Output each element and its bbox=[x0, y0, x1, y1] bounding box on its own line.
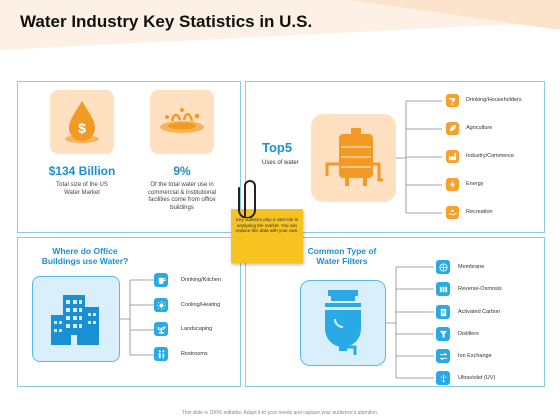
recreation-icon bbox=[448, 209, 457, 216]
cup-icon bbox=[158, 277, 166, 284]
office-item-landscaping-icon bbox=[154, 322, 168, 336]
filter-item-distillers: Distillers bbox=[458, 331, 479, 337]
filter-item-distillers-icon bbox=[436, 327, 450, 341]
buildings-tile bbox=[32, 276, 120, 362]
top5-item-recreation-icon bbox=[446, 206, 459, 219]
top5-item-agriculture-icon bbox=[446, 122, 459, 135]
exchange-icon bbox=[439, 352, 447, 360]
office-item-restrooms: Restrooms bbox=[181, 351, 208, 357]
footer-note: This slide is 100% editable. Adapt it to… bbox=[181, 410, 379, 416]
carbon-icon bbox=[440, 308, 446, 316]
buildings-icon bbox=[51, 295, 99, 345]
filter-item-ion-icon bbox=[436, 349, 450, 363]
stat-tile-office bbox=[150, 90, 214, 154]
filter-item-ion: Ion Exchange bbox=[458, 353, 492, 359]
office-heading: Where do Office Buildings use Water? bbox=[41, 246, 129, 266]
stat-tile-market: $ bbox=[50, 90, 114, 154]
page-title: Water Industry Key Statistics in U.S. bbox=[20, 12, 313, 31]
office-item-cooling-icon bbox=[154, 298, 168, 312]
top5-item-industry: Industry/Commerce bbox=[466, 153, 514, 159]
top5-item-recreation: Recreation bbox=[466, 209, 493, 215]
filter-item-osmosis-icon bbox=[436, 282, 450, 296]
top5-heading: Top5 bbox=[262, 140, 293, 155]
filters-heading: Common Type of Water Filters bbox=[307, 246, 377, 266]
top5-item-agriculture: Agriculture bbox=[466, 125, 493, 131]
top5-item-drinking: Drinking/Householders bbox=[466, 97, 522, 103]
header-decoration bbox=[0, 0, 560, 50]
filter-item-membrane: Membrane bbox=[458, 264, 485, 270]
water-filter-icon bbox=[325, 290, 361, 355]
uv-icon bbox=[440, 374, 446, 382]
energy-icon bbox=[449, 180, 456, 189]
restroom-icon bbox=[158, 349, 165, 359]
filter-item-uv: Ultraviolet (UV) bbox=[458, 375, 496, 381]
top5-connector bbox=[396, 100, 442, 214]
office-item-kitchen: Drinking/Kitchen bbox=[181, 277, 222, 283]
water-splash-icon bbox=[160, 108, 204, 133]
filter-item-carbon-icon bbox=[436, 305, 450, 319]
office-item-restrooms-icon bbox=[154, 347, 168, 361]
plant-icon bbox=[156, 325, 166, 334]
stat-desc-market: Total size of the US Water Market bbox=[56, 182, 108, 196]
stat-desc-office: Of the total water use in commercial & i… bbox=[147, 182, 217, 211]
office-item-cooling: Cooling/Heating bbox=[181, 302, 221, 308]
sticky-note-text: Key statistics play a vital role in anal… bbox=[235, 217, 299, 234]
sticky-note: Key statistics play a vital role in anal… bbox=[231, 209, 303, 263]
filter-item-membrane-icon bbox=[436, 260, 450, 274]
office-item-kitchen-icon bbox=[154, 273, 168, 287]
sun-icon bbox=[156, 300, 166, 310]
top5-item-energy-icon bbox=[446, 178, 459, 191]
water-tank-tile bbox=[311, 114, 396, 202]
osmosis-icon bbox=[439, 286, 447, 292]
money-drop-icon: $ bbox=[65, 101, 99, 143]
water-filter-tile bbox=[300, 280, 386, 366]
factory-icon bbox=[448, 152, 457, 161]
filter-item-uv-icon bbox=[436, 371, 450, 385]
top5-subtitle: Uses of water bbox=[262, 160, 299, 166]
filter-item-carbon: Activated Carbon bbox=[458, 309, 501, 315]
water-tank-icon bbox=[325, 128, 383, 186]
funnel-icon bbox=[439, 330, 447, 338]
stat-value-office: 9% bbox=[173, 164, 191, 178]
top5-item-industry-icon bbox=[446, 150, 459, 163]
filter-item-osmosis: Reverse-Osmosis bbox=[458, 286, 502, 292]
tap-icon bbox=[448, 98, 455, 105]
office-item-landscaping: Landscaping bbox=[181, 326, 213, 332]
paperclip-icon bbox=[238, 180, 256, 218]
top5-item-energy: Energy bbox=[466, 181, 484, 187]
leaf-icon bbox=[449, 124, 457, 132]
stat-value-market: $134 Billion bbox=[48, 164, 116, 178]
top5-item-drinking-icon bbox=[446, 94, 459, 107]
membrane-icon bbox=[438, 262, 448, 272]
office-connector bbox=[120, 279, 154, 356]
svg-text:$: $ bbox=[78, 120, 86, 136]
filters-connector bbox=[386, 266, 434, 379]
